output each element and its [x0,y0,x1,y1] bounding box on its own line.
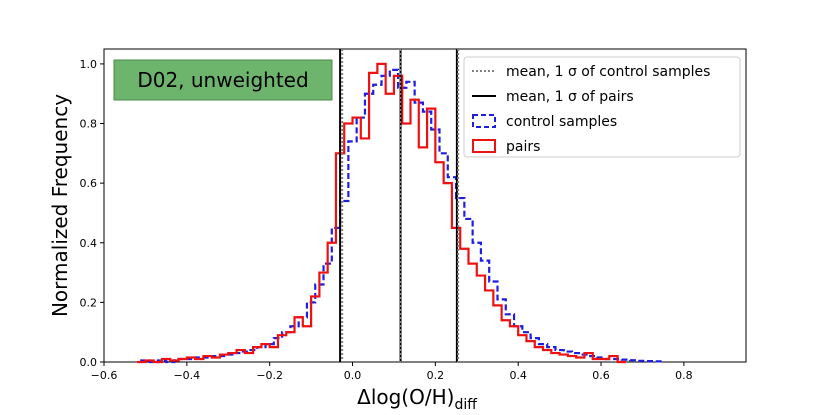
x-tick-label: −0.4 [173,369,200,382]
y-tick-label: 0.4 [80,237,98,250]
legend: mean, 1 σ of control samples mean, 1 σ of… [463,56,741,158]
x-tick-label: 0.0 [344,369,362,382]
y-tick-label: 0.0 [80,356,98,369]
legend-label: mean, 1 σ of pairs [506,89,634,105]
legend-handle [472,114,496,128]
legend-frame [463,56,741,158]
x-tick-label: 0.4 [509,369,527,382]
x-tick-label: −0.6 [91,369,118,382]
plot-frame [103,48,747,363]
y-tick-label: 0.6 [80,177,98,190]
y-tick-label: 1.0 [80,58,98,71]
plot-area [103,48,747,363]
annotation-label: D02, unweighted [137,68,308,92]
annotation-background [113,59,333,101]
y-axis-ticks: 0.0 0.2 0.4 0.6 0.8 1.0 [80,58,104,369]
legend-label: control samples [506,114,617,130]
y-axis-label: Normalized Frequency [48,94,72,317]
x-axis-label-main: Δlog(O/H) [357,385,454,409]
pairs-step-line [137,62,626,364]
x-tick-label: 0.6 [592,369,610,382]
y-tick-label: 0.8 [80,118,98,131]
x-axis-label-subscript: diff [454,397,477,413]
x-axis-label: Δlog(O/H)diff [357,385,477,413]
x-tick-label: 0.8 [675,369,693,382]
x-tick-label: −0.2 [256,369,283,382]
pairs-histogram [137,62,626,364]
legend-label: pairs [506,139,540,155]
annotation-box: D02, unweighted [113,59,333,101]
legend-label: mean, 1 σ of control samples [506,64,710,80]
y-tick-label: 0.2 [80,296,98,309]
x-axis-ticks: −0.6 −0.4 −0.2 0.0 0.2 0.4 0.6 0.8 [91,362,693,382]
mean-sigma-lines [339,49,460,362]
legend-handle [472,139,496,153]
x-tick-label: 0.2 [427,369,445,382]
